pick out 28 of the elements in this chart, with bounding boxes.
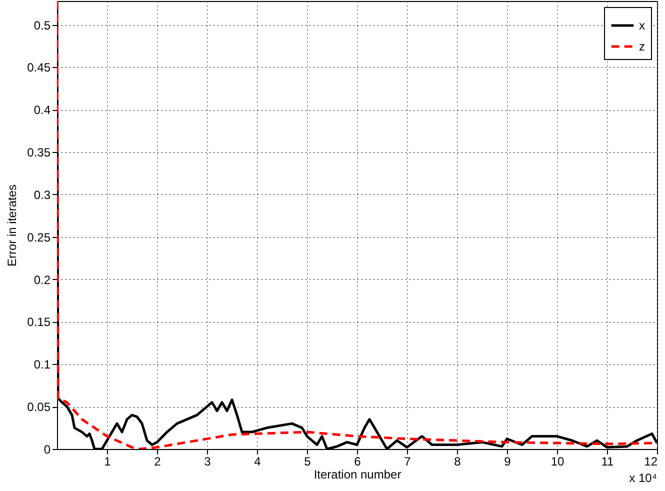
y-tick-label: 0.2 xyxy=(34,272,51,287)
x-tick-label: 8 xyxy=(454,454,462,468)
y-tick-label: 0.3 xyxy=(34,188,51,202)
x-tick-label: 7 xyxy=(404,454,412,468)
y-tick-label: 0.45 xyxy=(27,60,51,75)
y-tick-label: 0 xyxy=(44,442,51,456)
y-tick-label: 0.15 xyxy=(27,315,51,330)
x-tick-label: 4 xyxy=(254,454,262,468)
y-tick-label: 0.25 xyxy=(27,230,51,244)
x-tick-label: 5 xyxy=(304,454,312,468)
x-tick-label: 6 xyxy=(354,454,362,468)
x-tick-label: 1 xyxy=(104,454,112,468)
y-axis-title: Error in iterates xyxy=(5,184,20,267)
y-tick-label: 0.5 xyxy=(34,18,51,32)
x-tick-label: 10 xyxy=(550,454,564,468)
y-tick-label: 0.35 xyxy=(27,146,51,160)
x-tick-label: 2 xyxy=(154,454,162,468)
x-tick-label: 11 xyxy=(601,454,614,468)
x-tick-label: 12 xyxy=(644,454,658,468)
x-tick-label: 3 xyxy=(204,454,212,468)
legend-label: x xyxy=(639,18,645,32)
legend-label: z xyxy=(639,40,645,54)
y-tick-label: 0.4 xyxy=(34,103,51,118)
y-tick-label: 0.1 xyxy=(34,358,51,372)
y-tick-label: 0.05 xyxy=(27,400,51,414)
x-axis-title: Iteration number xyxy=(314,468,402,482)
x-tick-label: 9 xyxy=(504,454,512,468)
text: x 10⁴ xyxy=(629,471,657,485)
